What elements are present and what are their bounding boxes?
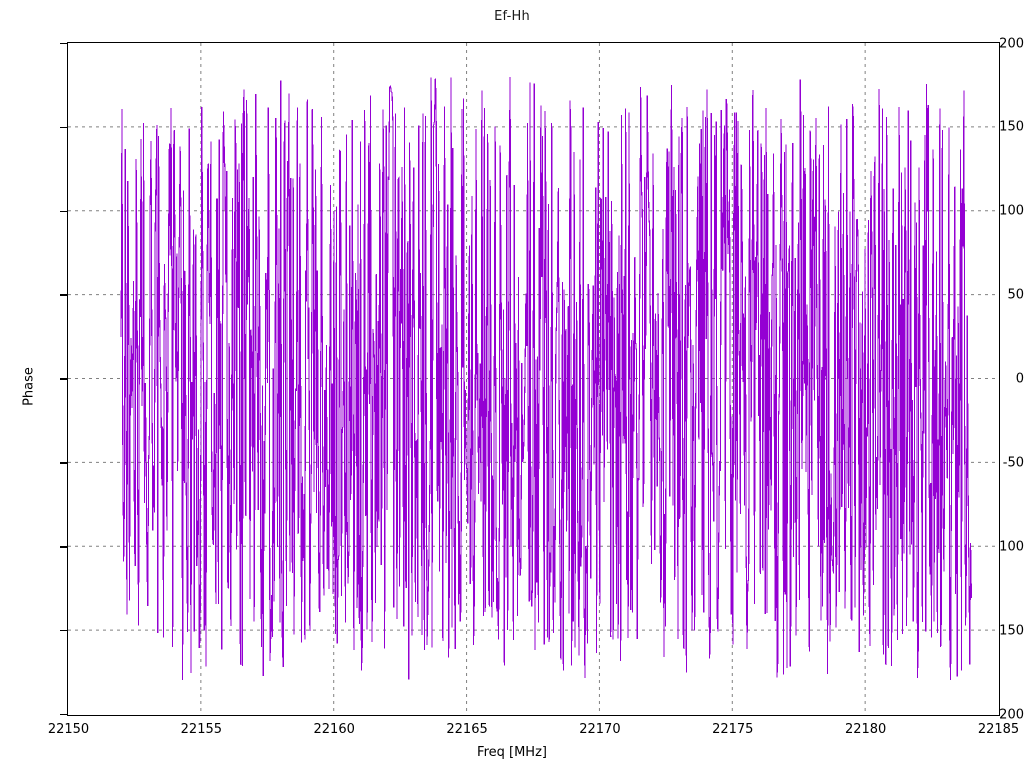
x-tick-label: 22185 — [977, 722, 1020, 737]
y-tick-mark — [60, 462, 67, 464]
plot-canvas — [68, 43, 998, 714]
x-tick-label: 22170 — [579, 722, 621, 737]
x-axis-label: Freq [MHz] — [477, 745, 547, 760]
y-tick-label: -100 — [994, 539, 1024, 555]
y-tick-label: 200 — [999, 36, 1024, 51]
y-tick-label: 100 — [999, 203, 1024, 219]
y-tick-label: 0 — [1015, 371, 1024, 387]
y-tick-mark — [60, 294, 67, 296]
y-tick-label: 150 — [999, 119, 1024, 135]
x-tick-label: 22165 — [446, 722, 488, 737]
phase-data-series — [120, 76, 972, 681]
y-tick-label: -150 — [994, 623, 1024, 639]
y-tick-mark — [60, 210, 67, 212]
x-tick-label: 22175 — [712, 722, 754, 737]
y-tick-label: 50 — [1007, 287, 1024, 303]
y-tick-mark — [60, 546, 67, 548]
x-tick-label: 22160 — [313, 722, 355, 737]
x-tick-label: 22155 — [180, 722, 223, 737]
y-axis-label: Phase — [21, 367, 37, 406]
y-tick-mark — [60, 126, 67, 129]
y-tick-label: -50 — [1002, 455, 1024, 471]
chart-title: Ef-Hh — [494, 9, 530, 24]
x-tick-label: 22150 — [47, 722, 90, 737]
y-tick-mark — [60, 629, 67, 632]
y-tick-mark — [60, 42, 67, 45]
x-tick-label: 22180 — [844, 722, 887, 737]
y-tick-mark — [60, 378, 67, 380]
y-tick-label: -200 — [994, 707, 1024, 722]
y-tick-mark — [60, 713, 67, 716]
plot-area — [67, 42, 1000, 716]
